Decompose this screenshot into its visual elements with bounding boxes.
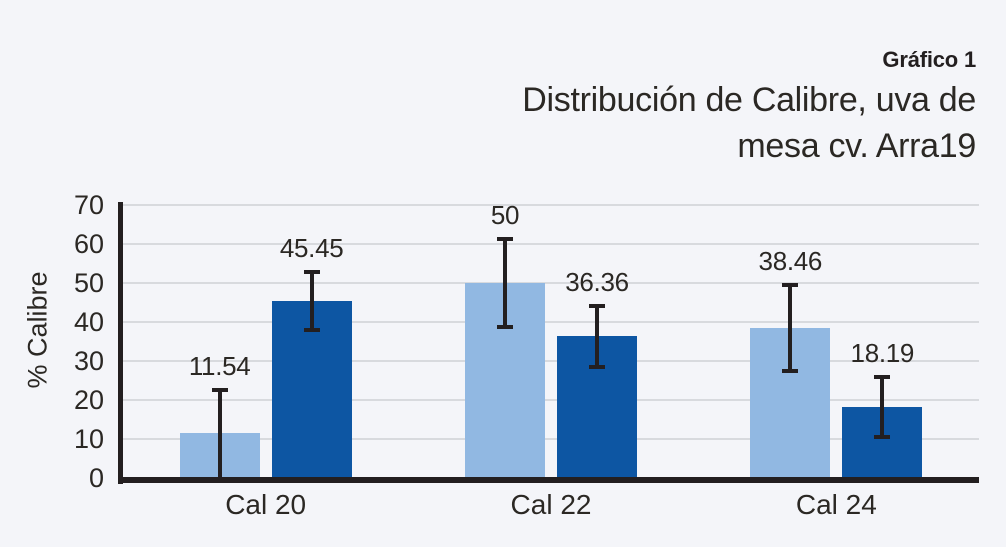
y-tick-label: 40 <box>73 307 104 337</box>
error-bar-bottom-cap <box>874 435 891 440</box>
gridline <box>123 243 979 245</box>
error-bar <box>217 387 222 478</box>
y-tick-label: 0 <box>88 463 104 493</box>
bar-value-label: 36.36 <box>565 266 629 297</box>
y-axis-line <box>118 202 123 484</box>
y-tick-label: 70 <box>73 190 104 220</box>
error-bar-bottom-cap <box>497 325 513 330</box>
bar-value-label: 38.46 <box>758 246 823 277</box>
error-bar-top-cap <box>782 283 799 288</box>
y-tick-label: 10 <box>73 424 104 454</box>
error-bar <box>880 375 885 440</box>
error-bar <box>788 283 793 373</box>
bar-value-label: 50 <box>490 199 520 230</box>
gridline <box>123 399 979 401</box>
figure-header: Gráfico 1 Distribución de Calibre, uva d… <box>522 47 976 169</box>
gridline <box>123 282 979 284</box>
gridline <box>123 204 979 206</box>
error-bar-top-cap <box>211 387 228 392</box>
error-bar-top-cap <box>874 375 891 380</box>
error-bar <box>309 269 314 332</box>
error-bar-bottom-cap <box>782 368 799 373</box>
error-bar <box>503 236 507 329</box>
error-bar-bottom-cap <box>303 327 320 332</box>
error-bar-top-cap <box>303 269 320 274</box>
chart-title-line2: mesa cv. Arra19 <box>737 127 976 165</box>
chart-title: Distribución de Calibre, uva de mesa cv.… <box>522 77 976 169</box>
x-axis-line <box>118 477 979 483</box>
y-tick-label: 30 <box>73 346 104 376</box>
x-category-label: Cal 24 <box>795 489 877 520</box>
error-bar-top-cap <box>589 303 605 308</box>
plot-area: 0 10 20 30 40 50 60 70 Cal 20 11.54 45.45 Cal 22 50 3… <box>74 191 979 519</box>
error-bar <box>595 303 599 369</box>
figure-kicker: Gráfico 1 <box>882 47 976 72</box>
error-bar-bottom-cap <box>589 364 605 369</box>
x-category-label: Cal 22 <box>510 489 592 520</box>
y-tick-label: 50 <box>73 268 104 298</box>
gridline <box>123 360 979 362</box>
chart-title-line1: Distribución de Calibre, uva de <box>522 81 976 119</box>
x-category-label: Cal 20 <box>225 489 307 520</box>
gridline <box>123 321 979 323</box>
y-tick-label: 60 <box>73 229 104 259</box>
gridline <box>123 438 979 440</box>
bar-value-label: 18.19 <box>850 338 915 369</box>
error-bar-top-cap <box>497 236 513 241</box>
y-tick-label: 20 <box>73 385 104 415</box>
bar-value-label: 45.45 <box>279 232 344 263</box>
bar-value-label: 11.54 <box>188 350 251 381</box>
